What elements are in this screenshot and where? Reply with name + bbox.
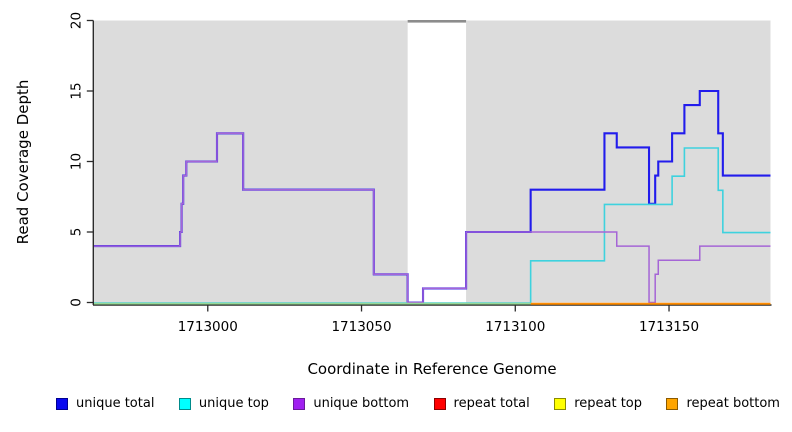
legend-swatch-repeat-total	[433, 397, 446, 410]
legend-item-repeat-total: repeat total	[433, 396, 530, 411]
legend-swatch-unique-top	[178, 397, 191, 410]
y-tick-label: 20	[69, 12, 85, 29]
legend-item-unique-bottom: unique bottom	[293, 396, 409, 411]
legend-item-repeat-top: repeat top	[554, 396, 642, 411]
x-tick-label: 1713000	[178, 319, 238, 335]
y-tick-label: 5	[69, 228, 85, 237]
legend-label: repeat bottom	[686, 396, 780, 411]
gap-band	[407, 20, 467, 304]
y-axis-title: Read Coverage Depth	[14, 79, 32, 245]
series-unique-bottom	[94, 132, 771, 304]
legend-swatch-unique-total	[56, 397, 68, 410]
x-tick-label: 1713100	[485, 319, 545, 335]
legend-label: repeat total	[453, 396, 530, 411]
legend: unique total unique top unique bottom repea…	[0, 396, 786, 411]
legend-swatch-repeat-top	[554, 397, 567, 410]
legend-item-unique-top: unique top	[178, 396, 269, 411]
y-tick-label: 15	[69, 82, 85, 99]
gap-band-cap	[407, 20, 467, 23]
legend-label: unique top	[198, 396, 269, 411]
legend-label: repeat top	[574, 396, 642, 411]
legend-item-unique-total: unique total	[56, 396, 154, 411]
legend-swatch-unique-bottom	[293, 397, 306, 410]
legend-label: unique bottom	[313, 396, 410, 411]
y-tick-label: 10	[69, 153, 85, 170]
x-axis-title: Coordinate in Reference Genome	[307, 360, 557, 378]
legend-label: unique total	[76, 396, 155, 411]
x-tick-label: 1713150	[639, 319, 699, 335]
legend-item-repeat-bottom: repeat bottom	[666, 396, 780, 411]
x-tick-label: 1713050	[331, 319, 391, 335]
series-unique-top	[94, 147, 771, 304]
legend-swatch-repeat-bottom	[666, 397, 679, 410]
y-tick-label: 0	[69, 298, 85, 307]
